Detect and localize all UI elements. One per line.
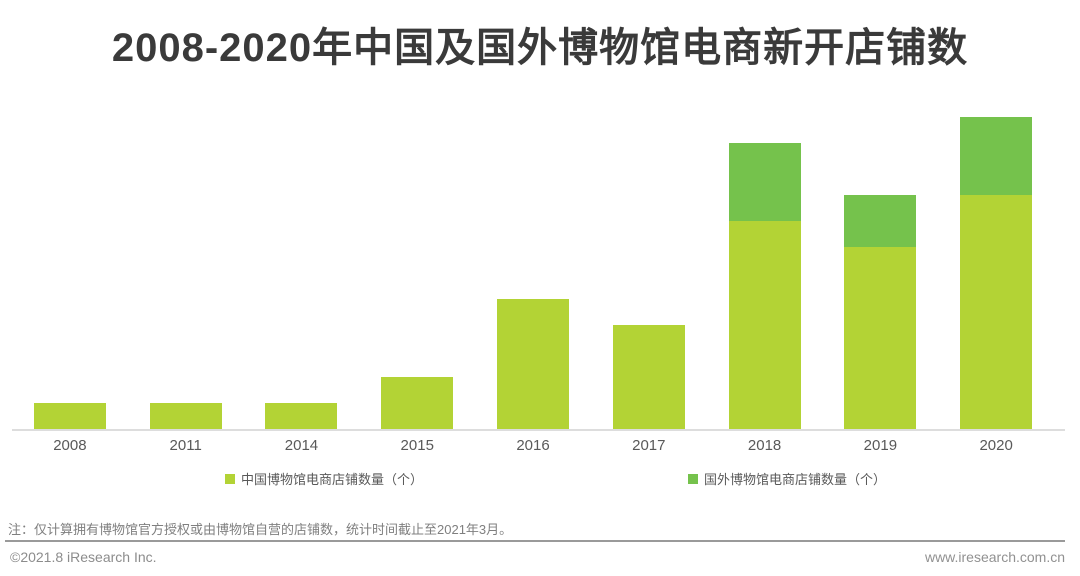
bar-segment-china: [844, 247, 917, 429]
chart-legend: 中国博物馆电商店铺数量（个） 国外博物馆电商店铺数量（个）: [0, 469, 1080, 487]
footer-divider: [5, 540, 1065, 542]
bar-segment-foreign: [844, 195, 917, 247]
x-axis-label-2008: 2008: [53, 437, 87, 454]
bar-group-2017: [591, 100, 707, 429]
x-axis-label-2019: 2019: [863, 437, 898, 454]
legend-swatch-china-icon: [225, 473, 235, 484]
bar-segment-foreign: [728, 143, 801, 221]
bar-segment-china: [381, 377, 454, 429]
legend-label-foreign: 国外博物馆电商店铺数量（个）: [704, 472, 887, 487]
bar-group-2016: [475, 100, 591, 429]
bar-group-2014: [244, 100, 360, 429]
bar-segment-china: [612, 325, 685, 429]
bar-segment-foreign: [960, 117, 1033, 195]
website-url: www.iresearch.com.cn: [924, 549, 1065, 565]
legend-label-china: 中国博物馆电商店铺数量（个）: [241, 472, 424, 487]
bar-stack: [497, 299, 570, 429]
legend-item-foreign: 国外博物馆电商店铺数量（个）: [688, 469, 886, 488]
bar-segment-china: [265, 403, 338, 429]
bar-segment-china: [960, 195, 1033, 429]
x-axis-labels-row: 2008 2011 2014 2015 2016 2017 2018 2019 2020: [12, 437, 1054, 454]
x-axis-label-2011: 2011: [169, 437, 202, 454]
bar-stack: [381, 377, 454, 429]
bar-stack: [149, 403, 222, 429]
legend-item-china: 中国博物馆电商店铺数量（个）: [225, 469, 423, 488]
chart-plot-area: [12, 100, 1054, 429]
bar-group-2008: [12, 100, 128, 429]
bar-group-2019: [822, 100, 938, 429]
bar-segment-china: [33, 403, 106, 429]
bar-group-2011: [128, 100, 244, 429]
bar-segment-china: [149, 403, 222, 429]
x-axis-label-2018: 2018: [747, 437, 782, 454]
x-axis-line: [12, 429, 1065, 431]
bar-group-2020: [938, 100, 1054, 429]
page-title: 2008-2020年中国及国外博物馆电商新开店铺数: [111, 26, 969, 70]
bar-segment-china: [497, 299, 570, 429]
x-axis-label-2015: 2015: [400, 437, 434, 454]
bar-stack: [265, 403, 338, 429]
bar-group-2015: [359, 100, 475, 429]
bar-stack: [728, 143, 801, 429]
bar-stack: [960, 117, 1033, 429]
legend-swatch-foreign-icon: [688, 473, 698, 484]
bar-group-2018: [707, 100, 823, 429]
bar-stack: [612, 325, 685, 429]
bar-stack: [844, 195, 917, 429]
copyright-text: ©2021.8 iResearch Inc.: [10, 549, 157, 565]
bar-segment-china: [728, 221, 801, 429]
x-axis-label-2020: 2020: [979, 437, 1013, 454]
x-axis-label-2017: 2017: [632, 437, 666, 454]
footnote: 注：仅计算拥有博物馆官方授权或由博物馆自营的店铺数，统计时间截止至2021年3月…: [8, 522, 513, 537]
x-axis-label-2016: 2016: [516, 437, 550, 454]
x-axis-label-2014: 2014: [284, 437, 319, 454]
bar-stack: [33, 403, 106, 429]
